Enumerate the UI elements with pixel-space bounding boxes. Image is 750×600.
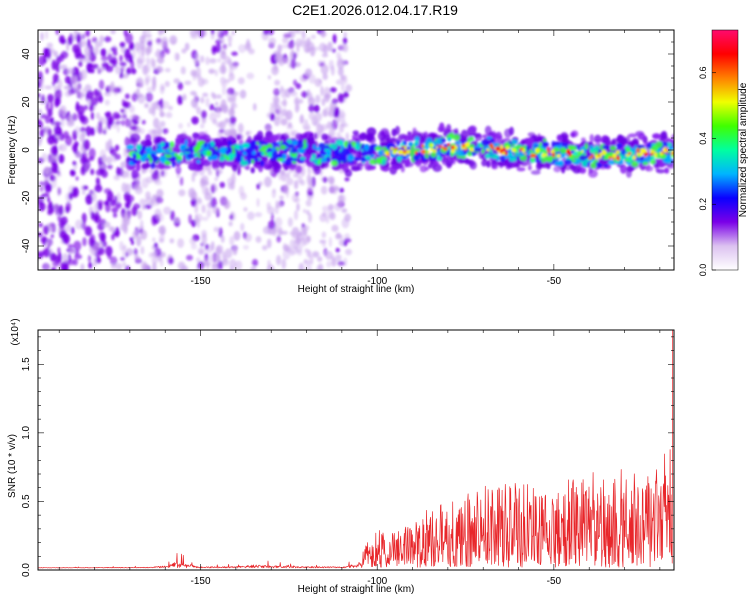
snr-frame	[37, 329, 675, 571]
y-tick-label: 0.0	[21, 563, 32, 577]
y-tick-label: 0.5	[21, 494, 32, 508]
snr-x-axis: -150 -100 -50	[58, 330, 661, 587]
colorbar-tick-label: 0.0	[698, 264, 708, 277]
spectrogram-panel: -150 -100 -50 -40 -20 0 20 40 Height of straig…	[7, 29, 675, 295]
snr-multiplier: (x10⁴)	[10, 318, 21, 345]
colorbar-ticks: 0.0 0.2 0.4 0.6	[698, 66, 716, 276]
spectrogram-y-axis: -40 -20 0 20 40	[21, 29, 674, 271]
y-tick-label: 1.5	[21, 357, 32, 371]
spectrogram-plot	[38, 30, 674, 270]
snr-xlabel: Height of straight line (km)	[298, 584, 415, 595]
y-tick-label: 40	[21, 48, 32, 60]
snr-panel: -150 -100 -50 0.0 0.5 1.0 1.5 (x10⁴) Height o…	[7, 318, 675, 595]
colorbar-gradient	[711, 29, 739, 271]
x-tick-label: -100	[367, 276, 387, 287]
x-tick-label: -150	[191, 576, 211, 587]
chart-title: C2E1.2026.012.04.17.R19	[292, 2, 458, 18]
y-tick-label: 20	[21, 96, 32, 108]
colorbar-tick-label: 0.4	[698, 132, 708, 145]
x-tick-label: -100	[367, 576, 387, 587]
colorbar: 0.0 0.2 0.4 0.6 Normalized spectral amplitu…	[698, 29, 749, 276]
snr-ylabel: SNR (10 * v/v)	[7, 434, 18, 498]
snr-series-line	[38, 330, 674, 569]
y-tick-label: 0	[21, 147, 32, 153]
colorbar-label: Normalized spectral amplitude	[738, 82, 749, 217]
x-tick-label: -50	[547, 276, 562, 287]
spectrogram-ylabel: Frequency (Hz)	[7, 116, 18, 185]
y-tick-label: 1.0	[21, 425, 32, 439]
colorbar-tick-label: 0.2	[698, 198, 708, 211]
signal-band-layer	[125, 122, 674, 178]
x-tick-label: -150	[191, 276, 211, 287]
spectrogram-xlabel: Height of straight line (km)	[298, 284, 415, 295]
y-tick-label: -20	[21, 190, 32, 205]
y-tick-label: -40	[21, 238, 32, 253]
noise-layer	[38, 30, 353, 270]
spectrogram-x-axis: -150 -100 -50	[58, 30, 661, 287]
x-tick-label: -50	[547, 576, 562, 587]
colorbar-tick-label: 0.6	[698, 66, 708, 79]
snr-y-axis: 0.0 0.5 1.0 1.5	[21, 336, 674, 577]
